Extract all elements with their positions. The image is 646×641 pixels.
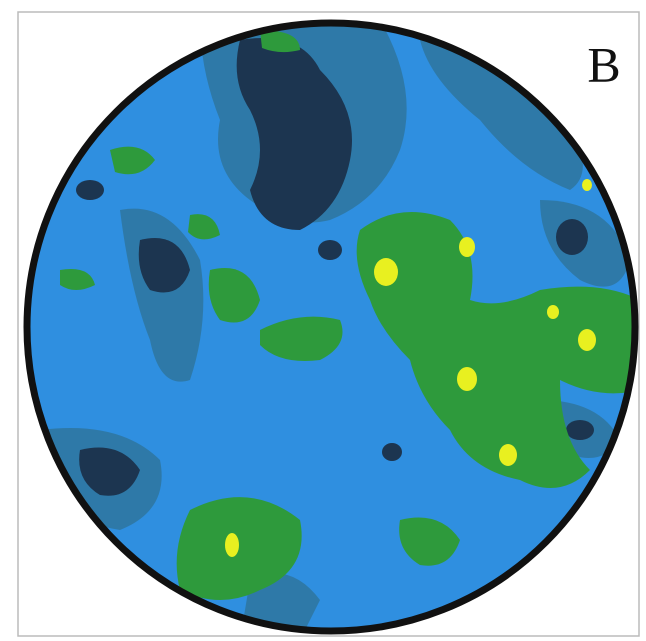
disc-outline: [23, 19, 639, 635]
panel-label: B: [587, 36, 620, 92]
